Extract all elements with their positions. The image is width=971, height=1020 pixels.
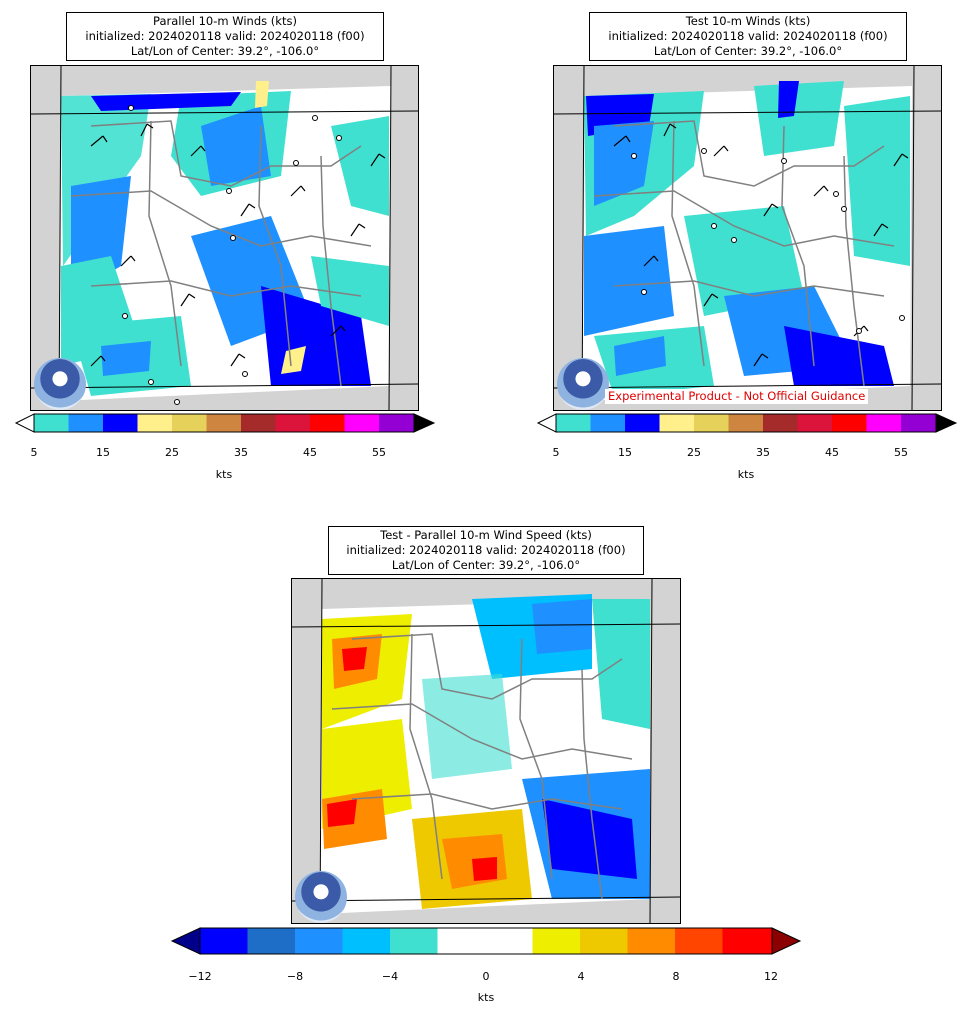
wind-field-parallel: [31, 66, 418, 410]
tick-label: 35: [234, 446, 248, 459]
tick-label: 55: [372, 446, 386, 459]
colorbar-unit-label: kts: [477, 991, 495, 1004]
title-line-2: initialized: 2024020118 valid: 202402011…: [608, 29, 888, 43]
tick-label: 35: [756, 446, 770, 459]
tick-label: 15: [96, 446, 110, 459]
title-line-1: Test 10-m Winds (kts): [685, 14, 811, 28]
colorbar-test: 5 15 25 35 45 55 kts: [536, 413, 958, 481]
colorbar-test-swatches: [536, 413, 958, 433]
title-line-3: Lat/Lon of Center: 39.2°, -106.0°: [130, 44, 320, 58]
tick-label: −12: [188, 970, 212, 983]
colorbar-parallel-swatches: [14, 413, 436, 433]
tick-label: 4: [577, 970, 585, 983]
tick-label: 12: [764, 970, 778, 983]
diff-field: [292, 579, 680, 923]
tick-label: 45: [303, 446, 317, 459]
noaa-logo-icon: [295, 871, 347, 923]
map-diff-wind-speed: [291, 578, 681, 924]
title-line-2: initialized: 2024020118 valid: 202402011…: [346, 543, 626, 557]
panel-title-test: Test 10-m Winds (kts) initialized: 20240…: [589, 12, 907, 61]
tick-label: 55: [894, 446, 908, 459]
noaa-logo-icon: [557, 358, 609, 410]
tick-label: 25: [687, 446, 701, 459]
colorbar-unit-label: kts: [215, 468, 233, 481]
title-line-3: Lat/Lon of Center: 39.2°, -106.0°: [653, 44, 843, 58]
tick-label: 45: [825, 446, 839, 459]
panel-title-diff: Test - Parallel 10-m Wind Speed (kts) in…: [328, 526, 644, 575]
title-line-2: initialized: 2024020118 valid: 202402011…: [85, 29, 365, 43]
map-parallel-winds: [30, 65, 419, 411]
colorbar-parallel: 5 15 25 35 45 55 kts: [14, 413, 436, 481]
map-test-winds: Experimental Product - Not Official Guid…: [553, 65, 942, 411]
tick-label: 5: [30, 446, 38, 459]
title-line-3: Lat/Lon of Center: 39.2°, -106.0°: [391, 558, 581, 572]
tick-label: −8: [286, 970, 304, 983]
colorbar-unit-label: kts: [737, 468, 755, 481]
tick-label: 25: [165, 446, 179, 459]
tick-label: 5: [552, 446, 560, 459]
title-line-1: Parallel 10-m Winds (kts): [153, 14, 297, 28]
tick-label: 15: [618, 446, 632, 459]
tick-label: 0: [482, 970, 490, 983]
tick-label: 8: [672, 970, 680, 983]
colorbar-diff: −12 −8 −4 0 4 8 12 kts: [170, 927, 802, 1009]
panel-title-parallel: Parallel 10-m Winds (kts) initialized: 2…: [66, 12, 384, 61]
title-line-1: Test - Parallel 10-m Wind Speed (kts): [380, 528, 592, 542]
tick-label: −4: [381, 970, 399, 983]
noaa-logo-icon: [34, 358, 86, 410]
wind-field-test: [554, 66, 941, 410]
disclaimer-text: Experimental Product - Not Official Guid…: [605, 389, 869, 404]
colorbar-diff-swatches: [170, 927, 802, 955]
